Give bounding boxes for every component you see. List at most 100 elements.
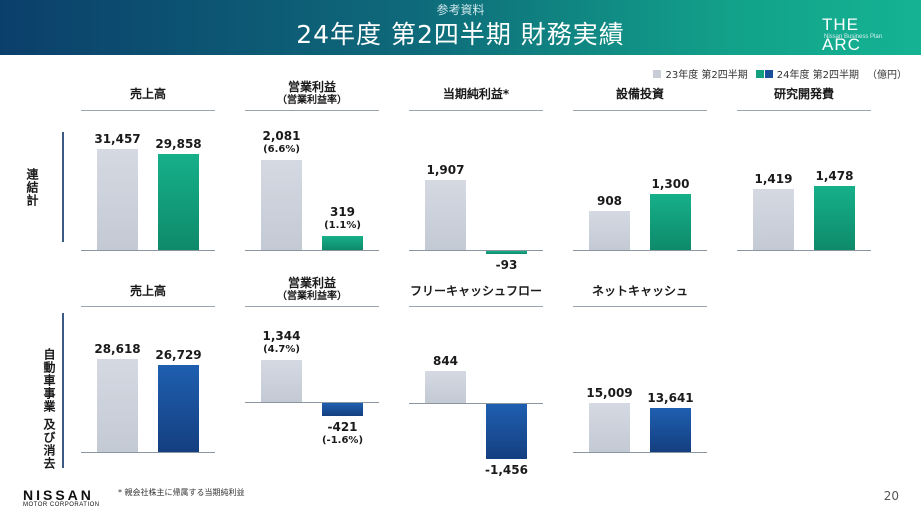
row-divider-consolidated: [62, 132, 64, 242]
value-label: 844: [406, 354, 486, 368]
value-text: 28,618: [94, 342, 141, 356]
chart-title-text: 営業利益: [287, 276, 336, 290]
logo-sub-text: Nissan Business Plan: [824, 34, 883, 40]
value-text: 1,344: [262, 329, 301, 343]
chart-title-underline: [409, 306, 543, 307]
chart-title-text: 売上高: [129, 284, 166, 298]
margin-text: (4.7%): [263, 344, 300, 355]
value-label: 1,300: [631, 177, 711, 191]
value-text: 1,419: [754, 171, 793, 186]
value-text: 1,300: [651, 176, 690, 191]
bar-prev-year: [589, 210, 630, 250]
value-label: 26,729: [139, 348, 219, 362]
value-label: 1,907: [406, 163, 486, 177]
row-divider-automotive: [62, 313, 64, 468]
chart-axis: [409, 403, 543, 404]
value-label: 319 (1.1%): [303, 205, 383, 233]
value-label: 1,344 (4.7%): [242, 329, 322, 357]
chart-title: 営業利益 （営業利益率）: [237, 80, 387, 108]
chart-title: フリーキャッシュフロー: [401, 284, 551, 298]
bar-current-year: [322, 403, 363, 417]
legend-prev: 23年度 第2四半期: [653, 66, 748, 81]
chart-axis: [81, 452, 215, 453]
legend-swatch-prev: [653, 69, 662, 78]
value-text: -1,456: [485, 463, 528, 478]
chart-title-text: 当期純利益*: [442, 87, 510, 101]
bar-current-year: [158, 365, 199, 452]
header-supertitle: 参考資料: [436, 3, 485, 17]
chart-title-underline: [409, 110, 543, 111]
page-title: 24年度 第2四半期 財務実績: [296, 20, 625, 49]
chart-title-underline: [81, 306, 215, 307]
the-arc-logo: THE ARC Nissan Business Plan: [822, 9, 902, 54]
chart-title: 売上高: [73, 284, 223, 298]
chart-title: 売上高: [73, 87, 223, 101]
bar-current-year: [322, 236, 363, 250]
chart-title-text: フリーキャッシュフロー: [409, 284, 542, 298]
value-text: 13,641: [647, 390, 694, 405]
bar-current-year: [486, 251, 527, 255]
bar-prev-year: [261, 360, 302, 402]
bar-current-year: [650, 193, 691, 250]
nissan-logo: NISSAN MOTOR CORPORATION: [23, 487, 100, 508]
bar-current-year: [650, 407, 691, 452]
bar-prev-year: [97, 359, 138, 452]
value-text: 844: [432, 354, 459, 368]
value-label: 1,478: [795, 169, 875, 183]
chart-title-text: 設備投資: [615, 87, 664, 101]
chart-subtitle: （営業利益率）: [277, 95, 347, 106]
bar-current-year: [814, 186, 855, 250]
chart-title: 営業利益 （営業利益率）: [237, 276, 387, 304]
chart-title-text: 営業利益: [287, 80, 336, 94]
bar-prev-year: [97, 149, 138, 250]
value-text: 2,081: [262, 129, 301, 143]
chart-title: 設備投資: [565, 87, 715, 101]
margin-text: (-1.6%): [321, 435, 364, 447]
unit-label: （億円）: [867, 70, 907, 81]
value-label: -421 (-1.6%): [303, 420, 383, 448]
value-text: 15,009: [586, 386, 633, 401]
chart-axis: [737, 250, 871, 251]
chart-title-underline: [81, 110, 215, 111]
chart-subtitle: （営業利益率）: [277, 291, 347, 302]
value-label: 2,081 (6.6%): [242, 129, 322, 157]
chart-title-underline: [737, 110, 871, 111]
row-label-automotive: 自動車事業 及び消去: [42, 348, 56, 471]
brand-name: NISSAN: [23, 487, 94, 503]
bar-current-year: [158, 154, 199, 250]
legend-unit: （億円）: [867, 66, 907, 81]
chart-title: ネットキャッシュ: [565, 284, 715, 298]
chart-title-underline: [573, 110, 707, 111]
chart-axis: [245, 250, 379, 251]
chart-title-underline: [245, 110, 379, 111]
value-text: 1,907: [426, 163, 465, 177]
value-text: 908: [596, 193, 623, 208]
margin-text: (1.1%): [324, 220, 361, 232]
chart-legend: 23年度 第2四半期 24年度 第2四半期 （億円）: [653, 66, 907, 81]
value-label: -1,456: [467, 463, 547, 477]
value-label: -93: [467, 258, 547, 272]
bar-prev-year: [261, 160, 302, 250]
bar-prev-year: [753, 188, 794, 250]
value-label: 15,009: [570, 386, 650, 400]
chart-title-underline: [573, 306, 707, 307]
value-label: 31,457: [78, 132, 158, 146]
chart-title-text: 研究開発費: [773, 87, 834, 101]
bar-prev-year: [425, 371, 466, 403]
chart-title-text: ネットキャッシュ: [591, 284, 688, 298]
chart-title-text: 売上高: [129, 87, 166, 101]
chart-axis: [573, 452, 707, 453]
page-number: 20: [883, 489, 899, 503]
chart-title: 研究開発費: [729, 87, 879, 101]
value-text: 26,729: [155, 348, 202, 363]
chart-title: 当期純利益*: [401, 87, 551, 101]
value-text: 31,457: [94, 132, 141, 146]
chart-axis: [245, 402, 379, 403]
value-label: 28,618: [78, 342, 158, 356]
chart-axis: [409, 250, 543, 251]
chart-axis: [573, 250, 707, 251]
slide-header: 参考資料 24年度 第2四半期 財務実績 THE ARC Nissan Busi…: [0, 0, 921, 55]
bar-prev-year: [589, 403, 630, 452]
value-label: 29,858: [139, 137, 219, 151]
value-label: 908: [570, 194, 650, 208]
